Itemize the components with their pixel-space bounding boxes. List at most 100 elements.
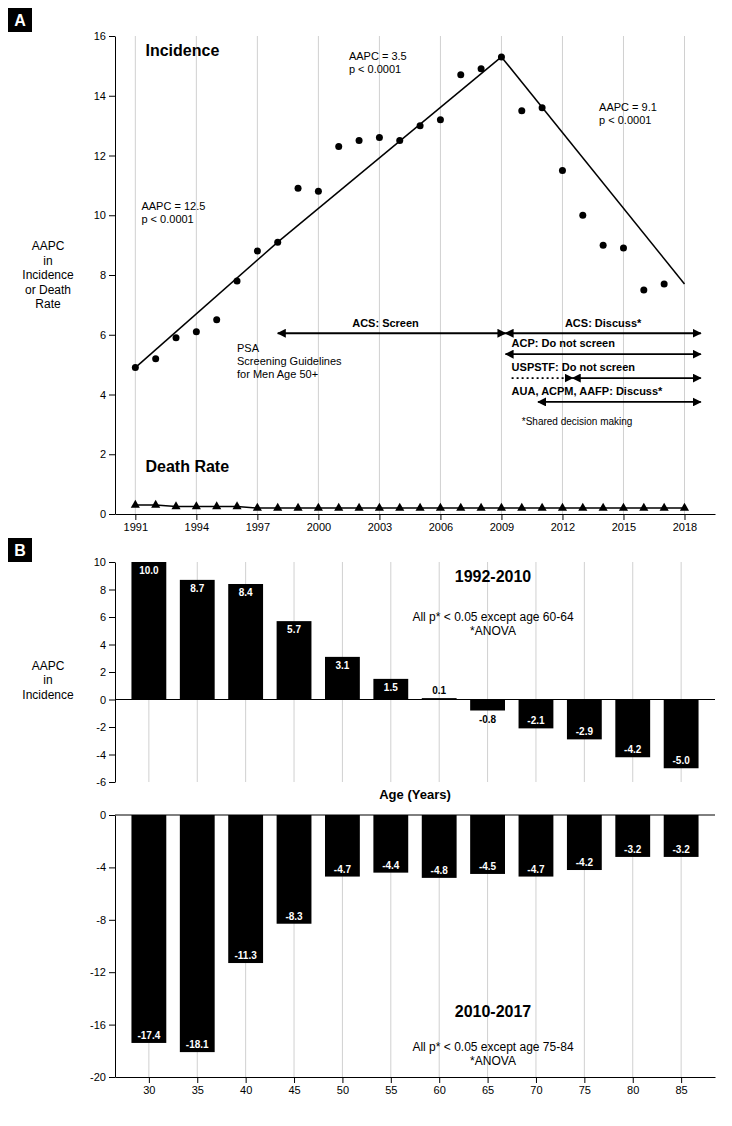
- y-tick: 10: [94, 209, 115, 221]
- triangle-marker: [639, 503, 648, 511]
- text-line: or Death: [25, 283, 71, 297]
- bar: [325, 815, 360, 877]
- bar: [422, 815, 457, 878]
- triangle-marker: [232, 501, 241, 509]
- y-tick: 14: [94, 90, 115, 102]
- point: [193, 328, 200, 335]
- data-label: 5.7: [287, 624, 301, 635]
- triangle-marker: [293, 503, 302, 511]
- triangle-marker: [558, 503, 567, 511]
- series-line: [501, 57, 684, 284]
- x-tick-mark: [501, 514, 502, 520]
- data-label: -4.2: [624, 744, 642, 755]
- triangle-marker: [375, 503, 384, 511]
- guideline-arrow: [573, 377, 701, 379]
- annotation: ACP: Do not screen: [512, 337, 616, 349]
- x-tick-label: 40: [240, 1084, 252, 1096]
- x-tick: 50: [337, 1077, 349, 1096]
- y-tick: 10: [94, 556, 115, 568]
- subtitle: All p* < 0.05 except age 60-64*ANOVA: [412, 610, 573, 638]
- x-tick: 1994: [185, 514, 209, 533]
- y-tick-mark: [109, 156, 115, 157]
- triangle-marker: [680, 503, 689, 511]
- bar: [664, 815, 699, 857]
- text-line: AUA, ACPM, AAFP: Discuss*: [512, 385, 663, 397]
- data-label: -5.0: [673, 755, 691, 766]
- data-label: -2.1: [527, 715, 545, 726]
- grid: [149, 562, 681, 782]
- annotation: Death Rate: [146, 458, 230, 475]
- point: [579, 212, 586, 219]
- text-line: Age (Years): [379, 787, 451, 802]
- y-tick-mark: [109, 755, 115, 756]
- triangle-marker: [395, 503, 404, 511]
- x-axis-line: [116, 514, 716, 515]
- x-tick: 75: [579, 1077, 591, 1096]
- triangle-marker: [599, 503, 608, 511]
- grid-line: [379, 36, 380, 514]
- data-label: -2.9: [576, 726, 594, 737]
- text-line: Screening Guidelines: [237, 355, 342, 367]
- x-tick-label: 85: [676, 1084, 688, 1096]
- y-tick-mark: [109, 700, 115, 701]
- y-axis-title: AAPCinIncidenceor DeathRate: [22, 239, 74, 311]
- y-tick: -12: [90, 966, 115, 978]
- x-tick-mark: [391, 1077, 392, 1083]
- y-tick-label: 0: [100, 508, 106, 520]
- y-tick-mark: [109, 645, 115, 646]
- text-line: AAPC = 12.5: [141, 200, 205, 212]
- x-tick-label: 45: [288, 1084, 300, 1096]
- y-tick-mark: [109, 972, 115, 973]
- bar: [228, 584, 263, 700]
- annotation: ACS: Screen: [352, 317, 419, 329]
- triangle-marker: [497, 503, 506, 511]
- y-tick: 16: [94, 30, 115, 42]
- point: [132, 364, 139, 371]
- x-tick: 30: [143, 1077, 155, 1096]
- panel: -20-16-12-8-40303540455055606570758085-1…: [90, 809, 715, 1096]
- y-tick-label: 6: [100, 329, 106, 341]
- x-tick-label: 50: [337, 1084, 349, 1096]
- y-tick-label: -12: [90, 966, 106, 978]
- zero-line: [115, 815, 715, 816]
- grid-line: [487, 562, 488, 782]
- text-line: AAPC: [32, 659, 65, 673]
- y-tick-mark: [109, 562, 115, 563]
- x-tick-mark: [623, 514, 624, 520]
- y-tick-mark: [109, 672, 115, 673]
- x-tick-mark: [536, 1077, 537, 1083]
- y-tick: 4: [100, 639, 115, 651]
- x-tick-label: 2003: [368, 521, 392, 533]
- text-line: p < 0.0001: [599, 114, 651, 126]
- point: [234, 277, 241, 284]
- grid: [135, 36, 684, 514]
- point: [417, 122, 424, 129]
- text-line: *ANOVA: [470, 1054, 516, 1068]
- point: [295, 185, 302, 192]
- grid-line: [535, 562, 536, 782]
- y-tick: -6: [96, 776, 115, 788]
- x-tick-label: 2000: [307, 521, 331, 533]
- y-tick-label: 6: [100, 611, 106, 623]
- bar: [373, 679, 408, 700]
- x-tick: 60: [434, 1077, 446, 1096]
- guideline-arrow: [278, 332, 506, 334]
- x-tick-label: 2012: [551, 521, 575, 533]
- x-axis-line: [116, 1077, 716, 1078]
- bar: [567, 815, 602, 870]
- x-tick: 80: [627, 1077, 639, 1096]
- x-tick-label: 70: [530, 1084, 542, 1096]
- triangle-marker: [660, 503, 669, 511]
- y-tick-mark: [109, 867, 115, 868]
- x-tick: 2003: [368, 514, 392, 533]
- y-tick: 6: [100, 611, 115, 623]
- text-line: p < 0.0001: [349, 63, 401, 75]
- y-tick: 8: [100, 584, 115, 596]
- grid-line: [584, 562, 585, 782]
- guideline-arrow: [538, 401, 701, 403]
- data-label: 8.7: [190, 583, 204, 594]
- point: [518, 107, 525, 114]
- text-line: for Men Age 50+: [237, 368, 318, 380]
- x-tick: 2018: [673, 514, 697, 533]
- y-tick-label: 4: [100, 389, 106, 401]
